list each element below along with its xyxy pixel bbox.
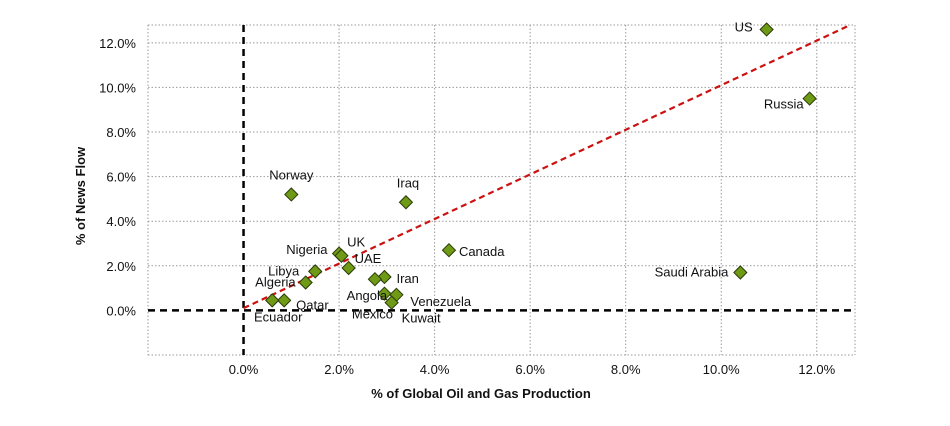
y-tick-label: 4.0% [106, 214, 136, 229]
point-label-uk: UK [347, 235, 365, 250]
data-point-iran [377, 269, 392, 285]
y-tick-label: 2.0% [106, 259, 136, 274]
y-tick-label: 6.0% [106, 170, 136, 185]
point-label-canada: Canada [459, 244, 505, 259]
point-label-uae: UAE [355, 251, 382, 266]
point-label-norway: Norway [269, 167, 314, 182]
data-point-us [759, 22, 774, 37]
data-point-ecuador [264, 293, 280, 308]
data-point-nigeria [334, 248, 349, 263]
grid-lines [147, 24, 856, 356]
point-label-qatar: Qatar [296, 297, 329, 312]
point-label-kuwait: Kuwait [402, 311, 441, 326]
x-axis-title: % of Global Oil and Gas Production [371, 386, 591, 401]
data-point-iraq [398, 195, 414, 210]
data-point-libya [307, 264, 323, 279]
x-tick-label: 4.0% [420, 362, 450, 377]
x-tick-label: 0.0% [229, 362, 259, 377]
y-tick-label: 8.0% [106, 125, 136, 140]
point-label-russia: Russia [764, 97, 805, 112]
data-point-algeria [298, 275, 313, 290]
trendline [243, 24, 851, 310]
data-point-mexico [377, 286, 392, 301]
data-point-qatar [276, 293, 292, 308]
point-label-angola: Angola [347, 288, 388, 303]
data-point-canada [441, 242, 457, 258]
point-label-libya: Libya [268, 263, 300, 278]
point-label-iraq: Iraq [397, 175, 419, 190]
point-label-us: US [735, 19, 753, 34]
data-point-angola [367, 271, 383, 287]
y-axis-title: % of News Flow [73, 146, 88, 245]
zero-reference-lines [148, 25, 855, 355]
point-label-algeria: Algeria [255, 275, 296, 290]
data-point-saudi-arabia [733, 265, 748, 280]
data-point-kuwait [384, 295, 399, 310]
data-point-uae [341, 260, 356, 276]
x-tick-label: 6.0% [515, 362, 545, 377]
point-label-iran: Iran [396, 271, 418, 286]
point-labels: US Russia Saudi Arabia Norway Iraq Canada UK Ni… [254, 19, 804, 325]
x-tick-labels: 0.0% 2.0% 4.0% 6.0% 8.0% 10.0% 12.0% [229, 362, 836, 377]
data-point-norway [284, 187, 299, 202]
x-tick-label: 2.0% [324, 362, 354, 377]
data-point-russia [802, 91, 817, 106]
point-label-mexico: Mexico [352, 307, 393, 322]
y-tick-label: 0.0% [106, 303, 136, 318]
y-tick-label: 12.0% [99, 36, 136, 51]
point-label-saudi-arabia: Saudi Arabia [655, 265, 729, 280]
point-label-nigeria: Nigeria [286, 242, 328, 257]
point-label-venezuela: Venezuela [410, 294, 471, 309]
point-label-ecuador: Ecuador [254, 309, 303, 324]
y-tick-label: 10.0% [99, 80, 136, 95]
trendline-path [243, 24, 851, 310]
x-tick-label: 8.0% [611, 362, 641, 377]
x-tick-label: 12.0% [798, 362, 835, 377]
y-tick-labels: 0.0% 2.0% 4.0% 6.0% 8.0% 10.0% 12.0% [99, 36, 136, 319]
data-points [264, 22, 817, 310]
x-tick-label: 10.0% [703, 362, 740, 377]
